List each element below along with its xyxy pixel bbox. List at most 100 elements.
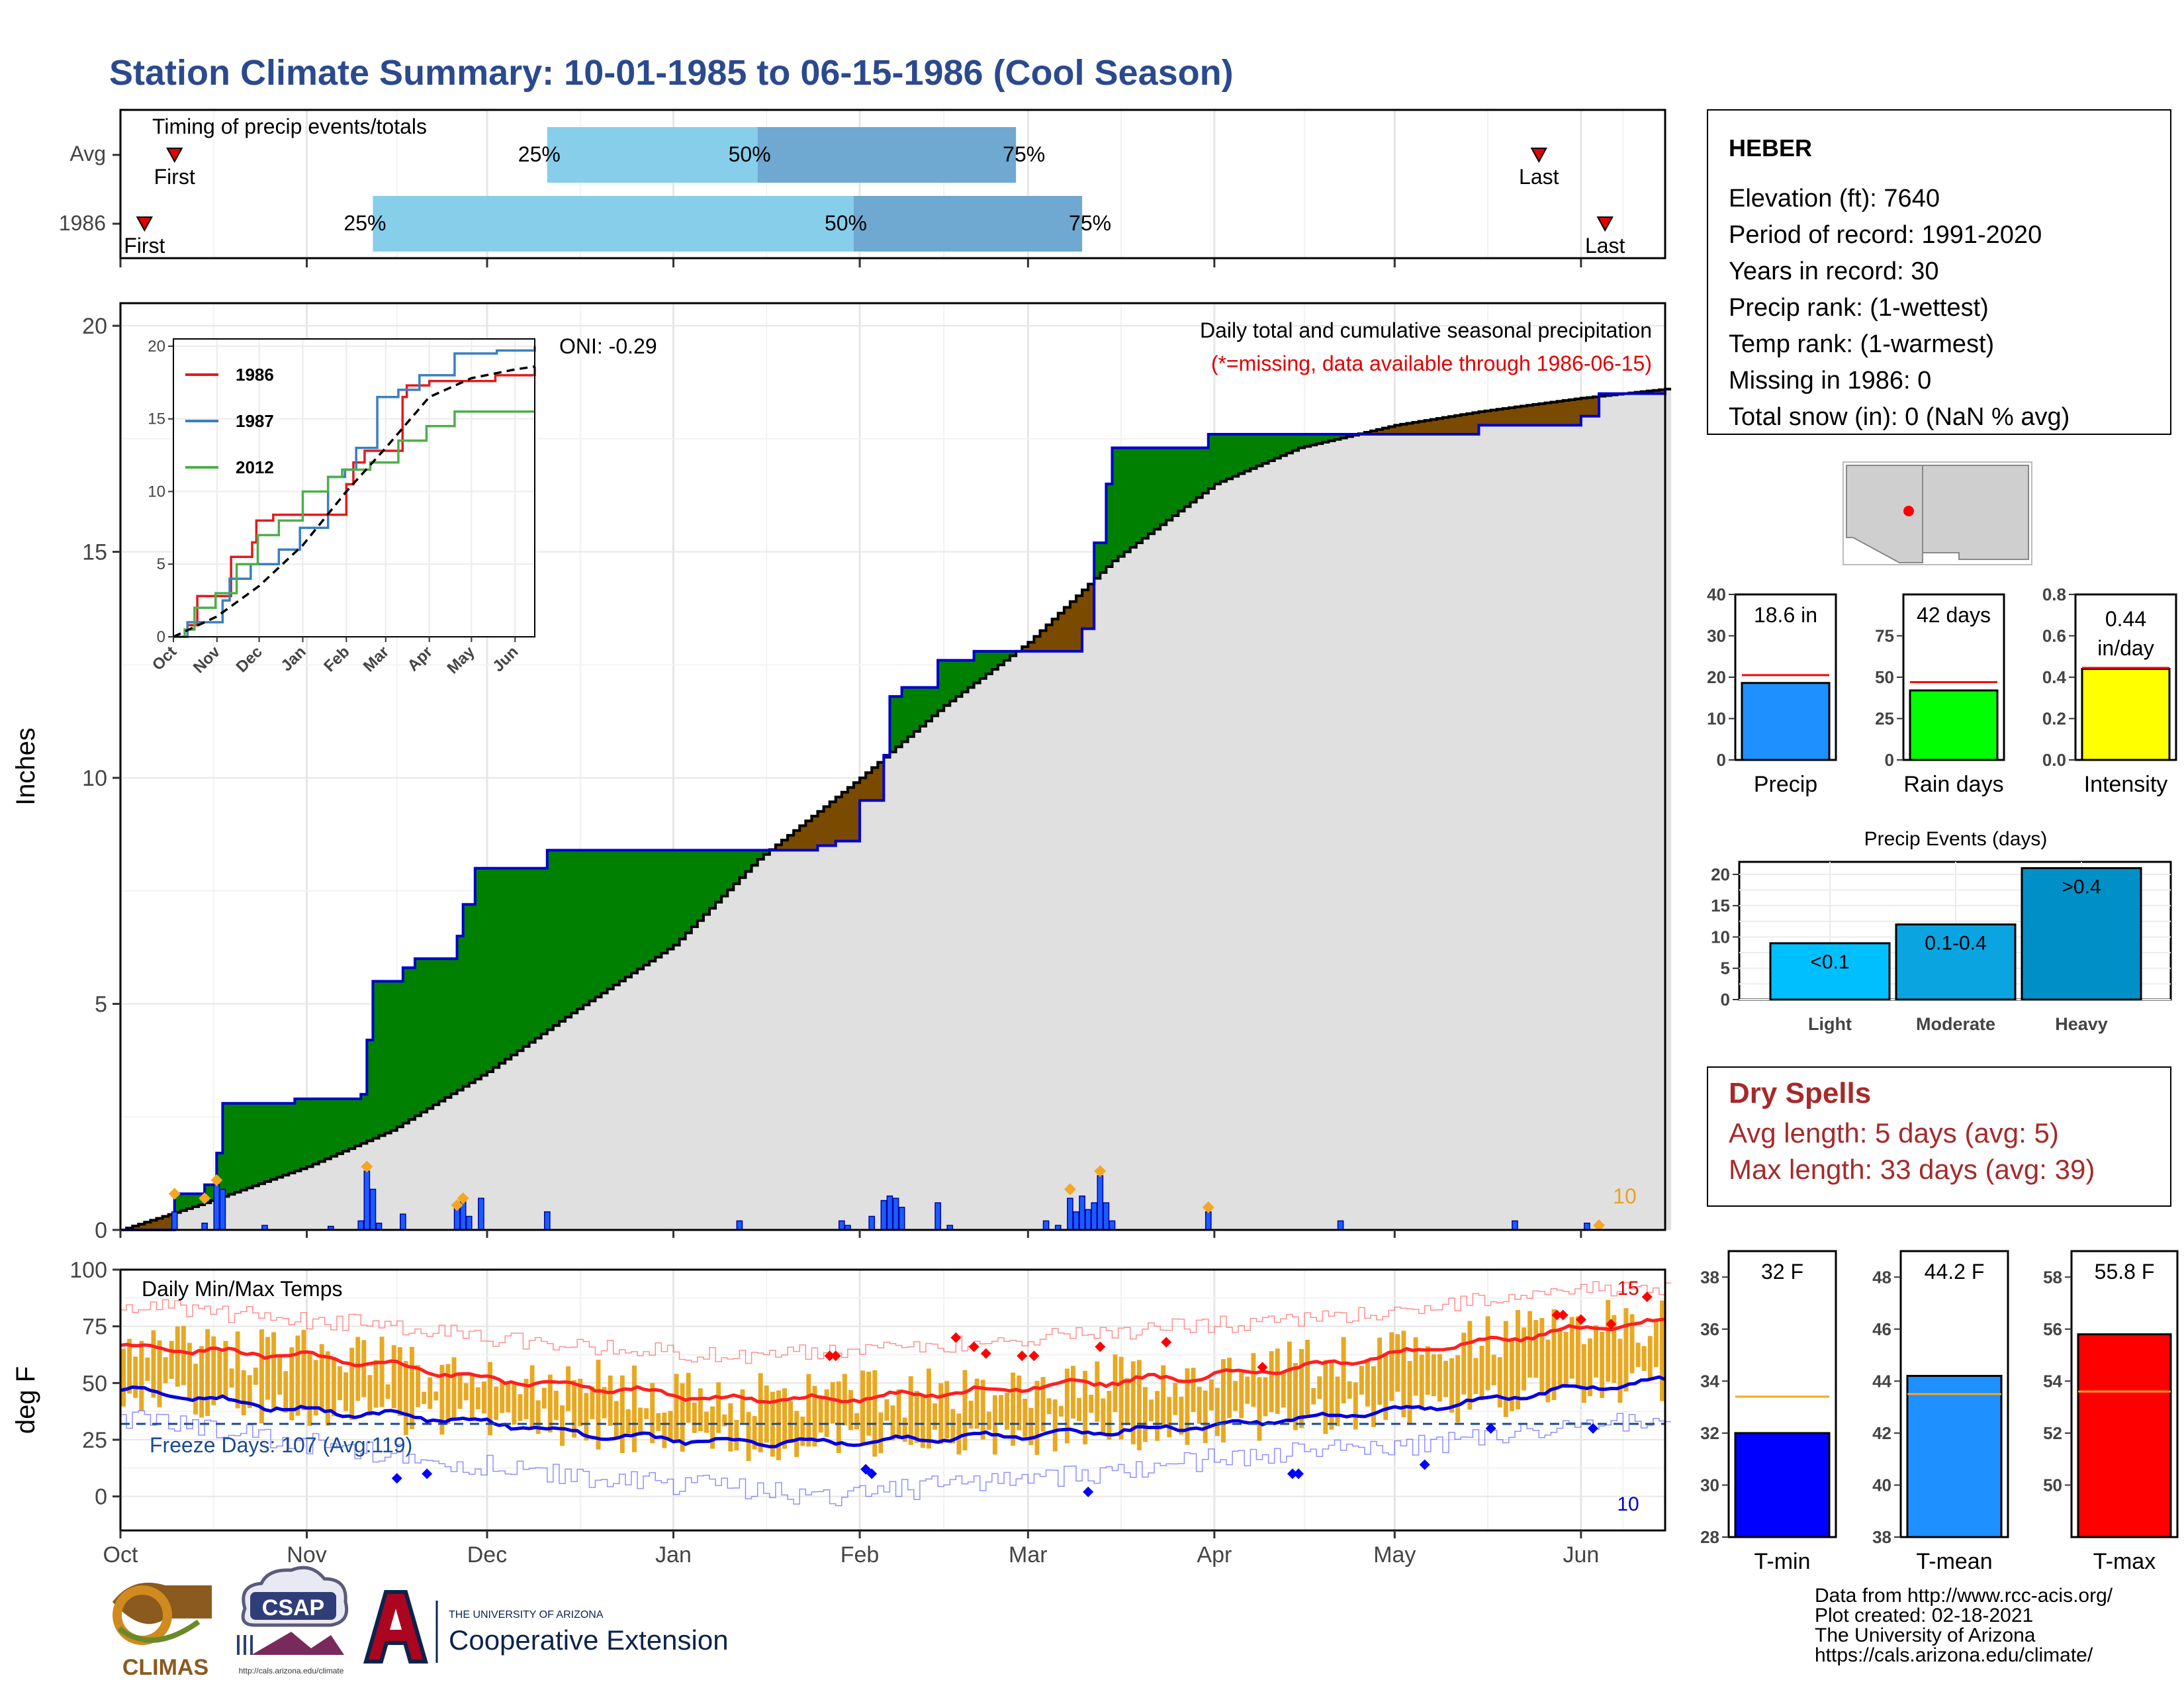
daily-temp-bar (488, 1362, 492, 1436)
daily-temp-bar (1600, 1331, 1605, 1398)
mini-y-tick-label: 46 (1872, 1319, 1891, 1339)
inset-y-tick-label: 0 (157, 628, 165, 646)
daily-temp-bar (457, 1375, 463, 1409)
daily-precip-bar (369, 1188, 377, 1231)
daily-temp-bar (535, 1400, 541, 1434)
daily-temp-bar (277, 1355, 283, 1395)
daily-temp-bar (830, 1382, 835, 1424)
avg-tmin-line (120, 1375, 1666, 1448)
mini-y-tick-label: 0.0 (2042, 750, 2066, 770)
daily-temp-bar (1311, 1388, 1316, 1405)
daily-precip-bar (736, 1220, 743, 1231)
daily-temp-bar (1419, 1354, 1424, 1410)
daily-temp-bar (1011, 1372, 1016, 1446)
daily-temp-bar (169, 1340, 174, 1380)
daily-temp-bar (397, 1347, 402, 1416)
daily-temp-bar (1407, 1360, 1412, 1425)
daily-temp-bar (668, 1411, 673, 1441)
event-bar (2021, 867, 2142, 1001)
dry-spells-avg: Avg length: 5 days (avg: 5) (1729, 1117, 2059, 1149)
month-tick-label: Jan (655, 1542, 692, 1568)
daily-temp-bar (1149, 1399, 1154, 1422)
daily-temp-bar (794, 1411, 799, 1458)
daily-temp-bar (163, 1357, 168, 1383)
daily-temp-bar (1533, 1319, 1539, 1378)
mini-y-tick-label: 20 (1707, 667, 1726, 687)
daily-precip-bar (219, 1188, 226, 1231)
daily-temp-bar (698, 1388, 703, 1432)
daily-temp-bar (1401, 1331, 1406, 1417)
event-category-label: Heavy (2055, 1014, 2108, 1034)
ua-logo-small: THE UNIVERSITY OF ARIZONA (449, 1609, 604, 1620)
daily-temp-bar (349, 1348, 355, 1421)
daily-temp-bar (1208, 1379, 1214, 1411)
daily-temp-bar (1251, 1353, 1256, 1407)
inset-legend-label: 1986 (236, 365, 274, 385)
daily-temp-bar (962, 1370, 968, 1451)
timing-last-marker (1596, 216, 1614, 232)
temp-means-panel: 28 30 32 34 36 38 32 F T-min 38 40 42 44 46 48 44.2 F T… (1700, 1250, 2179, 1574)
daily-temp-bar (494, 1386, 499, 1421)
daily-temp-bar (217, 1349, 222, 1399)
daily-temp-bar (1203, 1390, 1208, 1444)
daily-temp-bar (1516, 1309, 1520, 1410)
daily-temp-bar (1341, 1336, 1346, 1404)
daily-temp-bar (1287, 1341, 1292, 1423)
daily-precip-bar (880, 1199, 887, 1231)
daily-temp-bar (1052, 1399, 1058, 1452)
station-name: HEBER (1729, 134, 1812, 162)
mini-y-tick-label: 0.6 (2042, 626, 2066, 646)
cumulative-1986-line (120, 389, 1666, 1231)
daily-temp-bar (1545, 1339, 1551, 1403)
timing-row-label-1986: 1986 (59, 211, 106, 235)
mini-bar (1741, 682, 1831, 761)
daily-temp-bar (1281, 1373, 1286, 1408)
daily-temp-bar (782, 1388, 787, 1449)
inset-legend-label: 1987 (236, 411, 274, 431)
daily-temp-bar (927, 1368, 931, 1449)
station-info-box: HEBER Elevation (ft): 7640 Period of rec… (1707, 109, 2171, 435)
record-high-marker (1028, 1350, 1040, 1362)
daily-precip-bar (838, 1220, 845, 1231)
mini-y-tick-label: 48 (1872, 1267, 1891, 1287)
daily-temp-bar (1497, 1357, 1502, 1408)
daily-temp-bar (1064, 1368, 1069, 1444)
info-line: Total snow (in): 0 (NaN % avg) (1729, 403, 2070, 431)
daily-temp-bar (253, 1367, 258, 1385)
daily-temp-bar (1365, 1358, 1370, 1407)
daily-temp-bar (848, 1390, 853, 1430)
daily-temp-bar (1377, 1337, 1383, 1405)
daily-temp-bar (866, 1372, 872, 1436)
mini-value-label: 0.44 (2105, 607, 2146, 631)
daily-temp-bar (1136, 1360, 1142, 1450)
daily-temp-bar (518, 1394, 523, 1421)
month-tick-label: Feb (841, 1542, 880, 1568)
event-bar-label: <0.1 (1810, 951, 1849, 973)
daily-temp-bar (1335, 1376, 1340, 1427)
record-low-marker (1485, 1423, 1496, 1434)
inset-y-tick-label: 20 (148, 338, 165, 355)
daily-temp-bar (662, 1412, 667, 1448)
daily-temp-bar (481, 1382, 486, 1414)
mini-y-tick-label: 30 (1700, 1475, 1719, 1495)
ua-logo-big: Cooperative Extension (449, 1624, 729, 1656)
events-y-tick-label: 10 (1711, 927, 1730, 947)
daily-temp-bar (475, 1387, 480, 1409)
daily-temp-bar (1551, 1309, 1557, 1400)
daily-temp-bar (1395, 1334, 1400, 1392)
daily-precip-bar (465, 1215, 473, 1231)
daily-temp-bar (1233, 1381, 1238, 1411)
daily-temp-bar (385, 1384, 390, 1399)
daily-temp-bar (914, 1391, 919, 1443)
daily-temp-bar (1557, 1329, 1563, 1385)
mini-y-tick-label: 50 (2043, 1475, 2062, 1495)
daily-temp-bar (1425, 1346, 1430, 1395)
mini-y-tick-label: 58 (2043, 1267, 2062, 1287)
daily-temp-bar (151, 1330, 156, 1398)
timing-bar-q50-q75 (853, 196, 1083, 252)
daily-temp-bar (229, 1368, 234, 1388)
daily-precip-bar (171, 1211, 178, 1231)
avg-fill-area (120, 389, 1672, 1230)
dry-spells-max: Max length: 33 days (avg: 39) (1729, 1154, 2095, 1185)
